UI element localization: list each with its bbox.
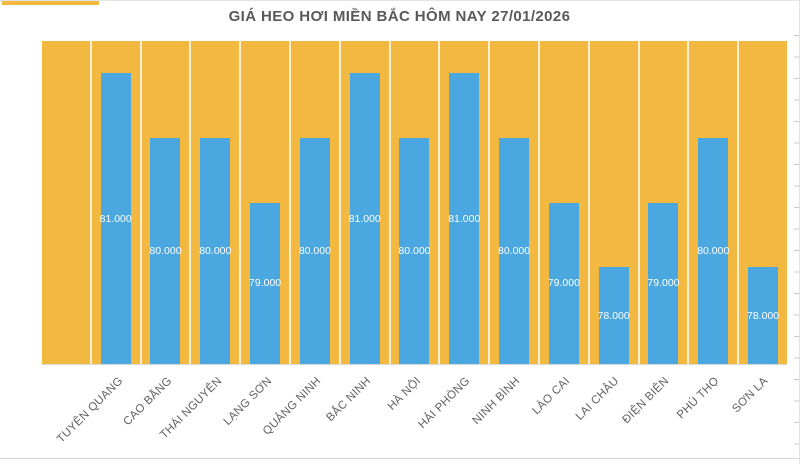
price-bar: 79.000 [647, 202, 680, 364]
right-axis-ticks [794, 35, 799, 457]
price-bar: 80.000 [298, 137, 331, 364]
price-bar: 78.000 [597, 267, 630, 364]
price-bar: 79.000 [249, 202, 282, 364]
category-slot: 79.000 [640, 41, 690, 364]
price-bar: 80.000 [697, 137, 730, 364]
category-slot: 80.000 [291, 41, 341, 364]
bar-value-label: 80.000 [697, 244, 730, 257]
category-slot: 79.000 [540, 41, 590, 364]
chart-bottom-border [0, 458, 799, 459]
category-slot: 81.000 [440, 41, 491, 364]
category-slot: 81.000 [92, 41, 142, 364]
x-axis-label: HÀ NỘI [385, 375, 423, 413]
plot-area: 81.000 80.000 80.000 79.000 80.000 81.000 80.0… [42, 41, 787, 365]
category-slot: 78.000 [590, 41, 640, 364]
bar-value-label: 80.000 [398, 244, 431, 257]
bar-value-label: 79.000 [647, 277, 680, 290]
category-slot: 81.000 [341, 41, 391, 364]
category-slot: 80.000 [191, 41, 242, 364]
price-bar: 80.000 [498, 137, 531, 364]
category-slot: 80.000 [142, 41, 192, 364]
bar-value-label: 80.000 [298, 244, 331, 257]
x-axis-label: LẠNG SƠN [221, 375, 274, 428]
bar-value-label: 78.000 [746, 309, 780, 322]
bar-value-label: 81.000 [99, 212, 132, 225]
bar-value-label: 80.000 [199, 244, 232, 257]
price-bar: 81.000 [348, 73, 381, 364]
category-slot: 80.000 [391, 41, 441, 364]
x-axis-label: TUYÊN QUANG [54, 375, 125, 446]
price-bar: 81.000 [448, 73, 481, 364]
bar-value-label: 79.000 [547, 277, 580, 290]
category-slot: 80.000 [490, 41, 540, 364]
x-axis-label: CAO BẰNG [121, 375, 175, 429]
bar-value-label: 81.000 [348, 212, 381, 225]
bar-value-label: 80.000 [498, 244, 531, 257]
x-axis-label: SƠN LA [730, 375, 771, 416]
bar-value-label: 78.000 [597, 309, 630, 322]
price-bar: 81.000 [99, 73, 132, 364]
category-slot: 79.000 [241, 41, 291, 364]
top-left-decorative-fragment [2, 1, 99, 5]
price-bar: 79.000 [547, 202, 580, 364]
bar-value-label: 80.000 [149, 244, 182, 257]
bar-value-label: 81.000 [448, 212, 481, 225]
category-slot: 80.000 [689, 41, 740, 364]
x-axis-label: BẮC NINH [324, 375, 374, 425]
price-bar: 78.000 [746, 267, 780, 364]
price-bar: 80.000 [398, 137, 431, 364]
x-axis-label: NINH BÌNH [470, 375, 523, 427]
price-bar: 80.000 [149, 137, 182, 364]
category-slot: 78.000 [739, 41, 787, 364]
price-bar: 80.000 [199, 137, 232, 364]
x-axis-label: PHÚ THỌ [674, 375, 721, 422]
category-slot [42, 41, 92, 364]
bar-value-label: 79.000 [249, 277, 282, 290]
chart-title: GIÁ HEO HƠI MIỀN BẮC HÔM NAY 27/01/2026 [228, 8, 571, 25]
x-axis-label: LAI CHÂU [573, 375, 622, 423]
x-axis-label: LÀO CAI [529, 375, 572, 418]
x-axis-label: ĐIỆN BIÊN [620, 375, 672, 427]
x-axis-label: HẢI PHÒNG [416, 375, 473, 432]
